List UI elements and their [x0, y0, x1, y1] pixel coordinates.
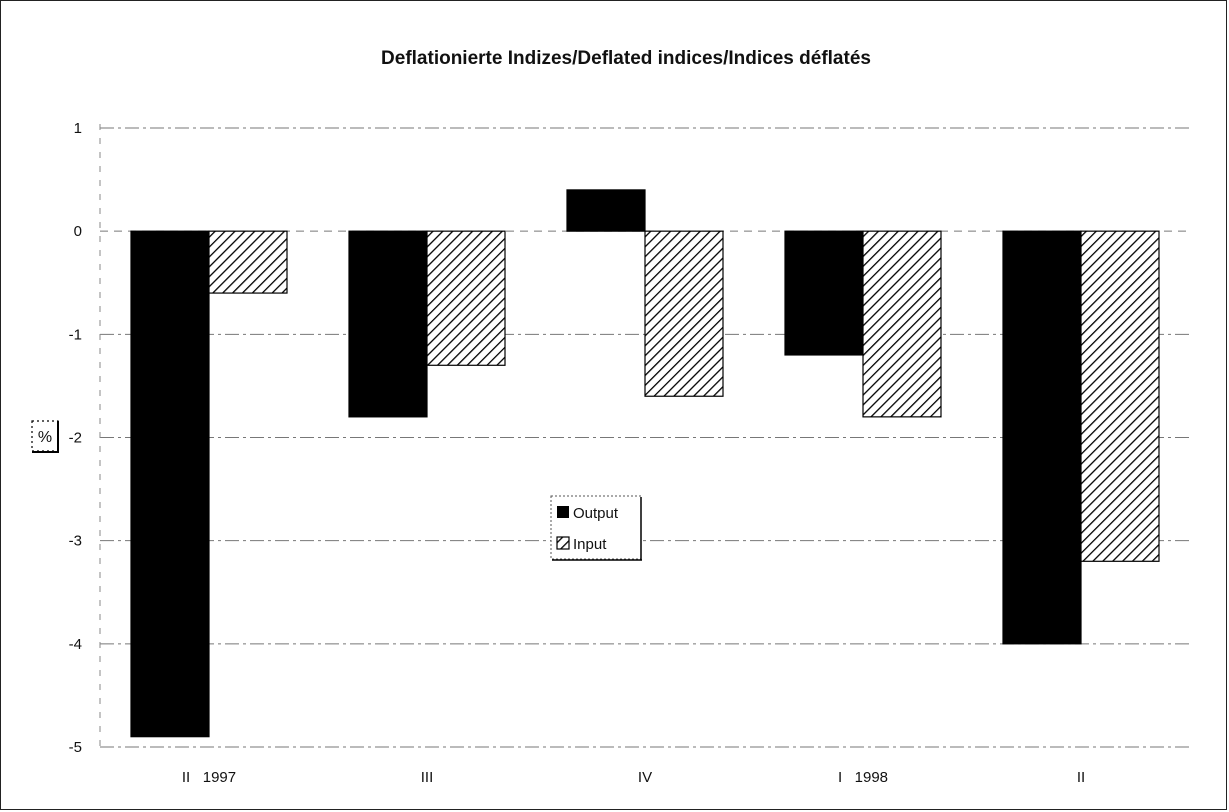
legend-label-input: Input	[573, 536, 607, 553]
bar-output-4	[1002, 230, 1082, 645]
bar-input-1	[426, 230, 506, 366]
x-tick-label: II	[1077, 769, 1085, 786]
x-axis-ticks: II 1997 III IV I 1998 II	[182, 769, 1085, 786]
y-axis-label: %	[38, 429, 52, 446]
x-tick-label: IV	[638, 769, 652, 786]
y-tick-label: -5	[69, 739, 82, 756]
bar-output-0	[130, 230, 210, 738]
y-tick-label: 0	[74, 223, 82, 240]
x-tick-label: III	[421, 769, 434, 786]
bar-output-3	[784, 230, 864, 356]
y-tick-label: 1	[74, 120, 82, 137]
y-tick-label: -1	[69, 326, 82, 343]
bar-input-4	[1080, 230, 1160, 562]
bar-input-2	[644, 230, 724, 397]
legend-swatch-output	[557, 506, 569, 518]
bar-output-2	[566, 189, 646, 232]
y-tick-label: -2	[69, 430, 82, 447]
x-tick-label: II 1997	[182, 769, 236, 786]
legend: Output Input	[550, 495, 642, 561]
y-tick-label: -3	[69, 533, 82, 550]
bar-output-1	[348, 230, 428, 418]
legend-swatch-input	[556, 536, 570, 550]
bar-input-3	[862, 230, 942, 418]
chart-title: Deflationierte Indizes/Deflated indices/…	[381, 48, 871, 69]
bar-input-0	[208, 230, 288, 294]
y-tick-label: -4	[69, 636, 82, 653]
y-axis-ticks: 1 0 -1 -2 -3 -4 -5	[69, 120, 82, 756]
y-axis-unit-box: %	[31, 420, 59, 453]
legend-label-output: Output	[573, 505, 619, 522]
bars	[130, 189, 1160, 738]
x-tick-label: I 1998	[838, 769, 888, 786]
